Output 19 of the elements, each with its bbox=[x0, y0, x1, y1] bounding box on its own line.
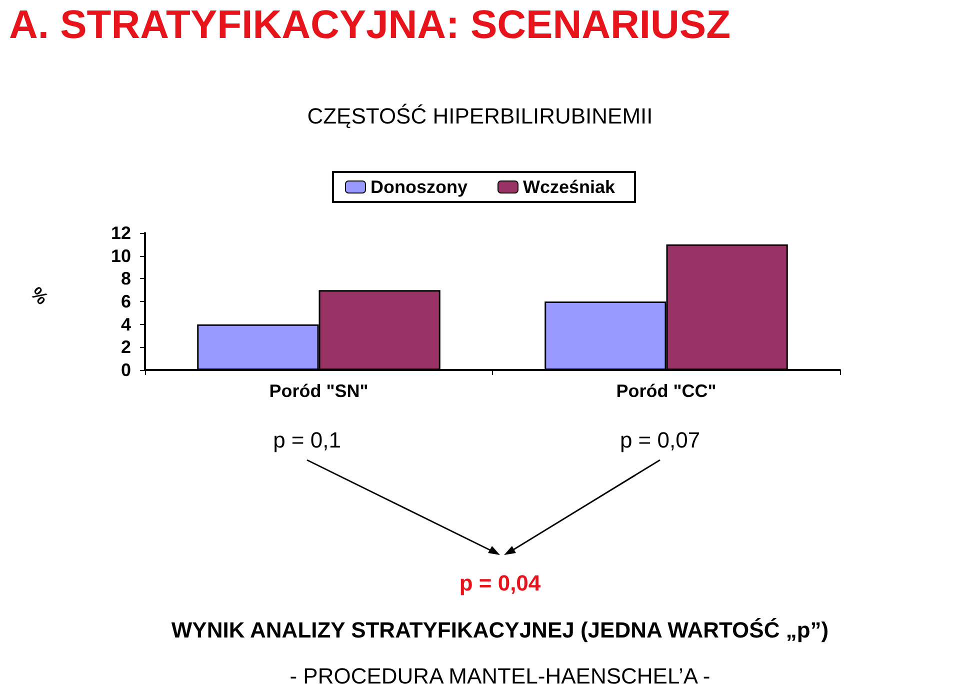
text: - PROCEDURA MANTEL-HAENSCHEL’A - bbox=[290, 664, 710, 688]
y-tick-label: 12 bbox=[110, 223, 131, 243]
x-tick-label: Poród "SN" bbox=[269, 381, 368, 401]
y-tick-label: 6 bbox=[120, 292, 131, 312]
text: p = 0,07 bbox=[620, 428, 700, 452]
chart-subtitle: CZĘSTOŚĆ HIPERBILIRUBINEMII bbox=[307, 104, 653, 128]
text: p = 0,04 bbox=[459, 570, 542, 596]
legend-label: Wcześniak bbox=[522, 177, 616, 197]
y-axis-title: % bbox=[26, 283, 52, 309]
y-tick-label: 8 bbox=[120, 268, 131, 289]
text: p = 0,1 bbox=[273, 428, 341, 452]
y-tick-label: 10 bbox=[110, 246, 131, 266]
legend-label: Donoszony bbox=[370, 177, 468, 197]
text: WYNIK ANALIZY STRATYFIKACYJNEJ (JEDNA WARTOŚĆ „p”) bbox=[171, 618, 829, 642]
y-tick-label: 0 bbox=[120, 360, 131, 380]
y-tick-label: 4 bbox=[120, 314, 131, 334]
chart-title: A. STRATYFIKACYJNA: SCENARIUSZ bbox=[9, 3, 731, 47]
x-tick-label: Poród "CC" bbox=[616, 381, 716, 401]
y-tick-label: 2 bbox=[120, 337, 131, 358]
